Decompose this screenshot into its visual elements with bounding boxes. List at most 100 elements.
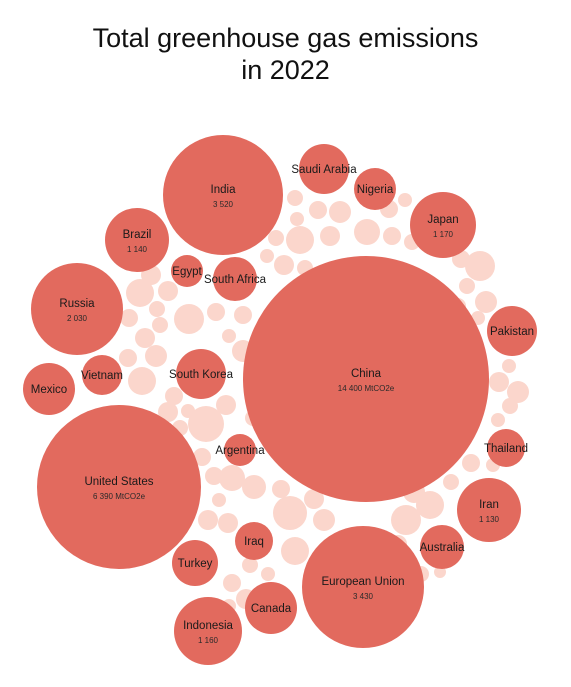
minor-country-bubble	[223, 574, 241, 592]
minor-country-bubble	[329, 201, 351, 223]
minor-country-bubble	[158, 402, 178, 422]
label-mexico: Mexico	[31, 384, 67, 396]
label-nigeria: Nigeria	[357, 184, 394, 196]
minor-country-bubble	[465, 251, 495, 281]
label-argentina: Argentina	[215, 445, 265, 457]
bubble-iran	[457, 478, 521, 542]
bubble-canada	[245, 582, 297, 634]
minor-country-bubble	[273, 496, 307, 530]
bubble-european-union	[302, 526, 424, 648]
label-thailand: Thailand	[484, 443, 528, 455]
minor-country-bubble	[416, 491, 444, 519]
minor-country-bubble	[290, 212, 304, 226]
minor-country-bubble	[126, 279, 154, 307]
minor-country-bubble	[459, 278, 475, 294]
label-iraq: Iraq	[244, 536, 264, 548]
value-iran: 1 130	[479, 515, 500, 524]
minor-country-bubble	[219, 465, 245, 491]
minor-country-bubble	[242, 557, 258, 573]
minor-country-bubble	[120, 309, 138, 327]
bubble-argentina	[224, 434, 256, 466]
value-brazil: 1 140	[127, 245, 148, 254]
chart-title-line-2: in 2022	[241, 55, 330, 85]
bubble-vietnam	[82, 355, 122, 395]
minor-country-bubble	[272, 480, 290, 498]
minor-country-bubble	[218, 513, 238, 533]
bubble-united-states	[37, 405, 201, 569]
minor-country-bubble	[205, 467, 223, 485]
minor-country-bubble	[281, 537, 309, 565]
chart-title: Total greenhouse gas emissions in 2022	[0, 22, 571, 86]
bubble-iraq	[235, 522, 273, 560]
label-saudi-arabia: Saudi Arabia	[291, 164, 357, 176]
minor-country-bubble	[222, 329, 236, 343]
minor-country-bubble	[193, 448, 211, 466]
minor-country-bubble	[274, 255, 294, 275]
bubble-australia	[420, 525, 464, 569]
minor-country-bubble	[398, 193, 412, 207]
label-russia: Russia	[59, 298, 95, 310]
minor-country-bubble	[145, 345, 167, 367]
label-brazil: Brazil	[123, 229, 152, 241]
bubble-brazil	[105, 208, 169, 272]
minor-country-bubble	[391, 505, 421, 535]
minor-country-bubble	[313, 509, 335, 531]
bubble-japan	[410, 192, 476, 258]
bubble-pakistan	[487, 306, 537, 356]
minor-country-bubble	[234, 306, 252, 324]
label-pakistan: Pakistan	[490, 326, 534, 338]
label-united-states: United States	[84, 476, 153, 488]
bubble-thailand	[487, 429, 525, 467]
minor-country-bubble	[165, 387, 183, 405]
minor-country-bubble	[491, 413, 505, 427]
minor-country-bubble	[128, 367, 156, 395]
minor-country-bubble	[502, 398, 518, 414]
label-canada: Canada	[251, 603, 292, 615]
minor-country-bubble	[158, 281, 178, 301]
chart-title-line-1: Total greenhouse gas emissions	[92, 23, 479, 53]
minor-country-bubble	[434, 566, 446, 578]
bubble-egypt	[171, 255, 203, 287]
minor-country-bubble	[489, 372, 509, 392]
label-china: China	[351, 368, 382, 380]
minor-country-bubble	[242, 475, 266, 499]
value-european-union: 3 430	[353, 592, 374, 601]
minor-country-bubble	[216, 395, 236, 415]
minor-country-bubble	[462, 454, 480, 472]
bubble-russia	[31, 263, 123, 355]
bubble-china	[243, 256, 489, 502]
minor-country-bubble	[207, 303, 225, 321]
value-united-states: 6 390 MtCO2e	[93, 492, 146, 501]
label-turkey: Turkey	[178, 558, 213, 570]
minor-country-bubble	[320, 226, 340, 246]
minor-country-bubble	[475, 291, 497, 313]
label-egypt: Egypt	[172, 266, 202, 278]
label-south-africa: South Africa	[204, 274, 267, 286]
bubble-nigeria	[354, 168, 396, 210]
bubble-south-korea	[176, 349, 226, 399]
country-bubbles	[23, 135, 537, 665]
bubble-turkey	[172, 540, 218, 586]
minor-country-bubble	[309, 201, 327, 219]
minor-country-bubble	[260, 249, 274, 263]
minor-country-bubble	[268, 230, 284, 246]
label-indonesia: Indonesia	[183, 620, 233, 632]
label-south-korea: South Korea	[169, 369, 234, 381]
minor-country-bubble	[119, 349, 137, 367]
country-labels: China 14 400 MtCO2e United States 6 390 MtC…	[31, 164, 534, 645]
minor-country-bubble	[212, 493, 226, 507]
minor-country-bubble	[261, 567, 275, 581]
minor-country-bubble	[443, 474, 459, 490]
minor-country-bubble	[502, 359, 516, 373]
minor-country-bubble	[286, 226, 314, 254]
label-australia: Australia	[420, 542, 465, 554]
minor-country-bubble	[354, 219, 380, 245]
minor-country-bubble	[198, 510, 218, 530]
minor-country-bubble	[174, 304, 204, 334]
minor-country-bubble	[304, 489, 324, 509]
value-china: 14 400 MtCO2e	[338, 384, 395, 393]
minor-country-bubble	[188, 406, 224, 442]
minor-country-bubble	[383, 227, 401, 245]
minor-country-bubble	[287, 190, 303, 206]
